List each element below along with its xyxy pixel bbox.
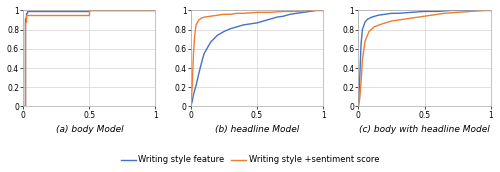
Legend: Writing style feature, Writing style +sentiment score: Writing style feature, Writing style +se… [118,152,382,168]
X-axis label: (c) body with headline Model: (c) body with headline Model [359,125,490,134]
X-axis label: (b) headline Model: (b) headline Model [215,125,299,134]
X-axis label: (a) body Model: (a) body Model [56,125,123,134]
